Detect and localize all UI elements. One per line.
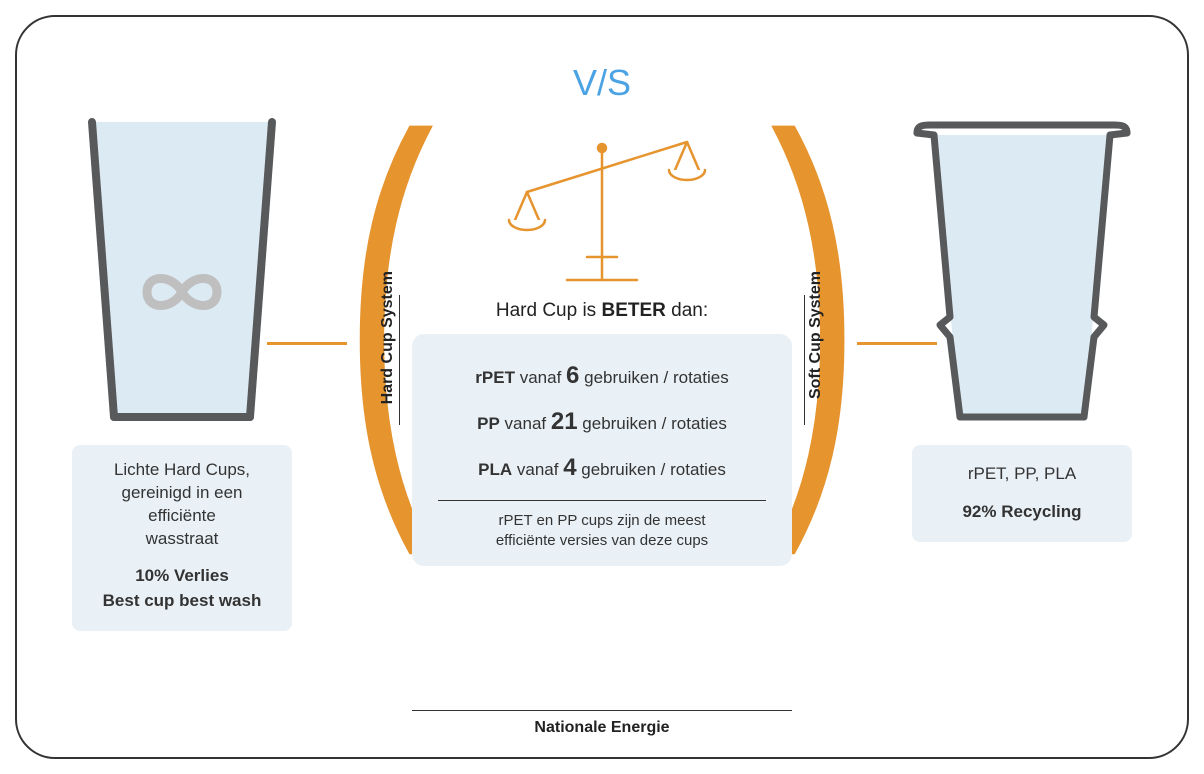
balance-scale-icon <box>487 112 717 292</box>
vs-label: V/S <box>573 62 631 104</box>
comp-row-0: rPET vanaf 6 gebruiken / rotaties <box>432 362 772 390</box>
left-desc-line2: gereinigd in een <box>84 482 280 505</box>
center-column: V/S <box>307 47 897 566</box>
left-stat-1: 10% Verlies <box>84 565 280 588</box>
comp-note-l1: rPET en PP cups zijn de meest <box>498 512 705 529</box>
comp-divider <box>438 500 766 501</box>
comparison-box: rPET vanaf 6 gebruiken / rotaties PP van… <box>412 334 792 566</box>
left-column: Lichte Hard Cups, gereinigd in een effic… <box>57 47 307 631</box>
comp-num-2: 4 <box>563 454 576 481</box>
footer-text: Nationale Energie <box>57 719 1147 737</box>
comp-mat-0: rPET <box>475 368 515 387</box>
heading-bold: BETER <box>601 300 665 321</box>
left-info-box: Lichte Hard Cups, gereinigd in een effic… <box>72 445 292 631</box>
hard-cup-icon <box>82 117 282 427</box>
comp-mat-1: PP <box>477 414 500 433</box>
heading-post: dan: <box>666 300 708 321</box>
comp-pre-1: vanaf <box>500 414 551 433</box>
right-stat: 92% Recycling <box>924 499 1120 525</box>
footer: Nationale Energie <box>57 710 1147 737</box>
comp-mat-2: PLA <box>478 460 512 479</box>
left-desc-line4: wasstraat <box>84 528 280 551</box>
left-desc-line3: efficiënte <box>84 505 280 528</box>
comp-pre-0: vanaf <box>515 368 566 387</box>
left-desc-line1: Lichte Hard Cups, <box>84 459 280 482</box>
soft-cup-icon <box>912 117 1132 427</box>
comp-row-1: PP vanaf 21 gebruiken / rotaties <box>432 408 772 436</box>
comp-post-1: gebruiken / rotaties <box>578 414 727 433</box>
comp-note: rPET en PP cups zijn de meest efficiënte… <box>432 511 772 552</box>
center-heading: Hard Cup is BETER dan: <box>496 300 708 322</box>
right-info-box: rPET, PP, PLA 92% Recycling <box>912 445 1132 542</box>
comp-num-0: 6 <box>566 362 579 389</box>
heading-pre: Hard Cup is <box>496 300 602 321</box>
left-stat-2: Best cup best wash <box>84 590 280 613</box>
comp-note-l2: efficiënte versies van deze cups <box>496 532 708 549</box>
right-column: rPET, PP, PLA 92% Recycling <box>897 47 1147 542</box>
comp-row-2: PLA vanaf 4 gebruiken / rotaties <box>432 454 772 482</box>
comp-post-2: gebruiken / rotaties <box>577 460 726 479</box>
main-row: ( ) Hard Cup System Soft Cup System Lich… <box>57 47 1147 704</box>
comp-pre-2: vanaf <box>512 460 563 479</box>
footer-line <box>412 710 792 711</box>
comp-num-1: 21 <box>551 408 578 435</box>
comp-post-0: gebruiken / rotaties <box>579 368 728 387</box>
infographic-frame: ( ) Hard Cup System Soft Cup System Lich… <box>15 15 1189 759</box>
right-materials: rPET, PP, PLA <box>924 461 1120 487</box>
